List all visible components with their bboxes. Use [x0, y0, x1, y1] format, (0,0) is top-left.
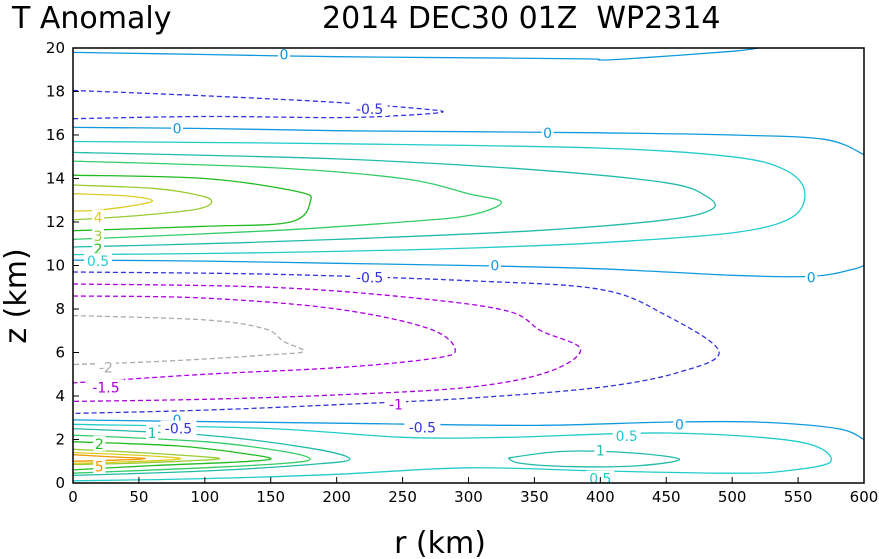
y-tick-label: 16: [46, 126, 65, 144]
axes: 0 50 100 150 200 250 300 350 400 450 500 550 6000246…: [46, 39, 878, 506]
contour-label-bg: [146, 424, 159, 440]
x-tick-label: 350: [520, 488, 549, 506]
contour-label-bg: [594, 442, 607, 458]
contour-line--1p5-12: [72, 295, 456, 384]
contour-label: 4: [94, 211, 103, 227]
y-tick-label: 0: [55, 474, 65, 492]
y-tick-label: 6: [55, 344, 65, 362]
contour-line-1-16: [72, 427, 351, 477]
x-tick-label: 600: [850, 488, 879, 506]
contour-line-3-20: [72, 448, 221, 466]
contour-label-bg: [612, 428, 641, 444]
x-tick-label: 150: [256, 488, 285, 506]
contour-label: -2: [99, 361, 113, 377]
contour-line-0-9: [72, 259, 865, 278]
contour-line-4-8: [72, 193, 154, 212]
contour-line--2-13: [72, 314, 305, 366]
contour-label: 0: [279, 48, 288, 64]
contour-label: 0.5: [616, 429, 638, 445]
x-tick-label: 100: [191, 488, 220, 506]
contour-label-bg: [488, 257, 501, 273]
contour-label-bg: [351, 269, 388, 285]
contour-label: 3: [94, 229, 103, 245]
y-tick-label: 14: [46, 170, 65, 188]
contour-label: 0: [543, 126, 552, 142]
contour-line-0-14: [72, 419, 865, 441]
contour-line-4-21: [72, 451, 182, 465]
x-tick-label: 500: [718, 488, 747, 506]
contour-line-0p5-3: [72, 140, 806, 256]
contour-line--0p5-10: [72, 271, 720, 415]
contour-label-bg: [84, 253, 113, 269]
contour-label: 0: [675, 417, 684, 433]
x-tick-label: 400: [586, 488, 615, 506]
contour-label: 2: [94, 242, 103, 258]
contour-label: 0: [807, 270, 816, 286]
contour-label: -0.5: [356, 270, 383, 286]
contour-label-bg: [87, 379, 124, 395]
contour-label: 0.5: [87, 254, 109, 270]
x-tick-label: 450: [652, 488, 681, 506]
x-axis-title: r (km): [394, 526, 486, 559]
contour-line-1-17: [507, 450, 681, 468]
x-tick-label: 550: [784, 488, 813, 506]
y-tick-label: 2: [55, 431, 65, 449]
plot-area: 0-0.5004320.500-0.5-2-1.5-1-0.50-0.5100.…: [72, 46, 865, 488]
contour-label-bg: [805, 269, 818, 285]
y-tick-label: 18: [46, 83, 65, 101]
y-axis-title: z (km): [0, 248, 34, 343]
contour-label: -0.5: [356, 102, 383, 118]
contour-label: 0: [490, 259, 499, 275]
contour-line-3-7: [72, 184, 213, 221]
contour-label: -1.5: [92, 380, 119, 396]
contour-label-bg: [93, 458, 106, 474]
contour-label: 1: [596, 443, 605, 459]
contour-label: -1: [389, 398, 403, 414]
x-tick-label: 250: [388, 488, 417, 506]
contour-label: -0.5: [409, 421, 436, 437]
y-tick-label: 20: [46, 39, 65, 57]
contour-label-bg: [92, 241, 105, 257]
contour-line-2-6: [72, 174, 312, 232]
contour-label-bg: [160, 420, 197, 436]
y-tick-label: 12: [46, 213, 65, 231]
contour-label: 5: [95, 460, 104, 476]
contour-label-bg: [351, 100, 388, 116]
x-tick-label: 0: [68, 488, 78, 506]
contour-label-bg: [385, 396, 406, 412]
contour-label-bg: [277, 46, 290, 62]
contour-label-bg: [95, 359, 116, 375]
contour-line-0-0: [72, 47, 759, 61]
contour-label-bg: [171, 120, 184, 136]
contour-line--1-11: [72, 283, 582, 403]
contour-line-0-2: [72, 126, 865, 156]
chart-title-left: T Anomaly: [11, 1, 171, 36]
contour-line--0p5-1: [72, 89, 444, 120]
contour-label-bg: [92, 228, 105, 244]
contour-label-bg: [92, 209, 105, 225]
y-tick-label: 10: [46, 257, 65, 275]
contour-label-bg: [404, 419, 441, 435]
x-tick-label: 50: [129, 488, 148, 506]
contour-line-2-19: [72, 441, 272, 471]
contour-label: 2: [95, 437, 104, 453]
y-tick-label: 8: [55, 300, 65, 318]
contour-label-bg: [673, 416, 686, 432]
y-tick-label: 4: [55, 387, 65, 405]
chart-title-right: 2014 DEC30 01Z WP2314: [322, 1, 721, 36]
contour-label-bg: [93, 435, 106, 451]
contour-line-1p5-5: [72, 160, 503, 241]
contour-line-1-4: [72, 151, 716, 248]
contour-line-0p5-15: [72, 423, 832, 482]
x-tick-label: 200: [322, 488, 351, 506]
contour-label: 1: [148, 426, 157, 442]
contour-label: -0.5: [165, 422, 192, 438]
contour-line-1p5-18: [72, 434, 311, 474]
contour-label-bg: [541, 124, 554, 140]
x-tick-label: 300: [454, 488, 483, 506]
contour-label: 0: [173, 121, 182, 137]
